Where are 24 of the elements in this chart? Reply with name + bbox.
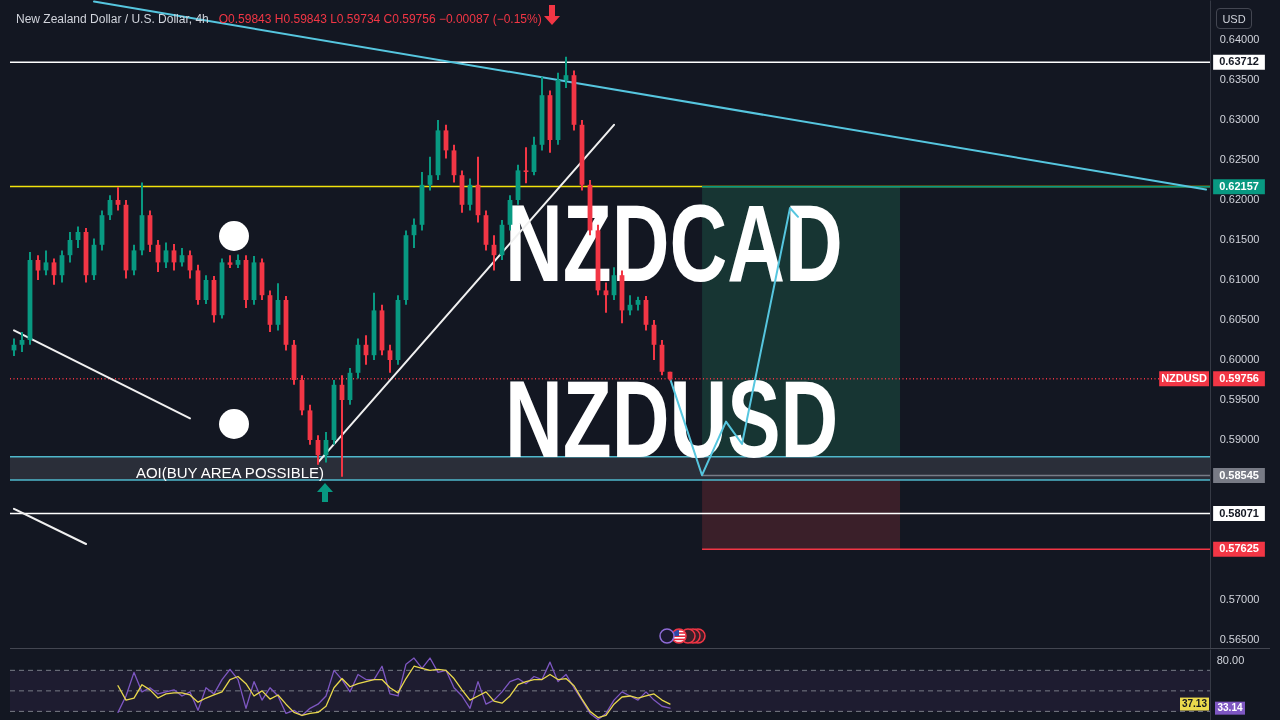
ref-line-label: 0.57625: [1219, 542, 1259, 555]
y-tick-label: 0.62500: [1219, 152, 1260, 165]
y-tick-label: 0.61500: [1219, 232, 1260, 245]
y-tick-label: 0.56500: [1219, 632, 1260, 645]
y-tick-label: 0.63000: [1219, 112, 1260, 125]
text: O0.59843 H0.59843 L0.59734 C0.59756 −0.00087 (−0.15%): [218, 12, 542, 26]
y-tick-label: 0.61000: [1219, 272, 1260, 285]
ref-line-label: 0.63712: [1219, 55, 1259, 68]
band-label: AOI(BUY AREA POSSIBLE): [135, 464, 325, 482]
y-tick-label: 0.60000: [1219, 352, 1260, 365]
y-tick-label: 0.64000: [1219, 32, 1260, 45]
candlestick: [523, 146, 529, 185]
y-tick-label: 0.63500: [1219, 72, 1260, 85]
ref-line-label: 0.62157: [1219, 179, 1259, 192]
y-tick-label: 0.57000: [1219, 592, 1260, 605]
y-tick-label: 0.60500: [1219, 312, 1260, 325]
ref-line-label: 0.59756: [1219, 371, 1259, 384]
y-tick-label: 0.59500: [1219, 392, 1260, 405]
ref-line-label: 0.58071: [1219, 506, 1259, 519]
y-tick-label: 80.00: [1216, 653, 1245, 666]
currency-button: USD: [1216, 8, 1252, 29]
y-tick-label: 0.62000: [1219, 192, 1260, 205]
y-tick-label: 0.59000: [1219, 432, 1260, 445]
ref-line-label: 0.58545: [1219, 468, 1259, 481]
